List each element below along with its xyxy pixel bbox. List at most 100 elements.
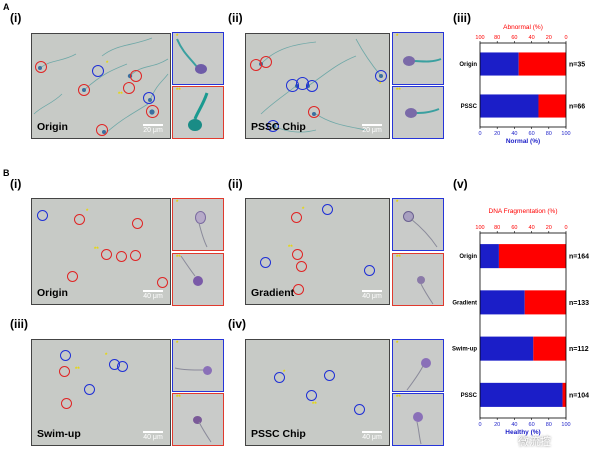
abnormal-sperm-marker <box>130 70 142 82</box>
category-label: Gradient <box>452 300 477 306</box>
sperm-head <box>193 276 203 286</box>
inset-star-marker: * <box>106 61 109 67</box>
top-tick-label: 80 <box>494 225 500 231</box>
count-label: n=164 <box>569 254 589 261</box>
bar-dna-fragmentation- <box>533 336 566 361</box>
inset-star-marker: ** <box>396 255 401 261</box>
abnormal-sperm-marker <box>116 251 127 262</box>
sperm-head <box>203 366 212 375</box>
micrograph-a-origin: * ** Origin 20 μm <box>31 33 171 139</box>
inset-star-marker: * <box>176 341 179 347</box>
normal-sperm-marker <box>60 350 71 361</box>
scale-bar: 20 μm <box>143 124 163 134</box>
inset-star-marker: ** <box>118 92 123 98</box>
panel-a-letter: A <box>3 2 10 12</box>
bar-healthy- <box>480 244 499 269</box>
abnormal-sperm-marker <box>67 271 78 282</box>
inset-abnormal-sperm: ** <box>172 393 224 446</box>
scale-bar-text: 40 μm <box>143 293 163 300</box>
watermark: 微流控 <box>518 436 551 448</box>
inset-star-marker: * <box>105 353 108 359</box>
panel-b-iii-label: (iii) <box>10 317 28 331</box>
bottom-tick-label: 100 <box>561 422 570 428</box>
normal-sperm-marker <box>92 65 104 77</box>
bar-healthy- <box>480 336 534 361</box>
top-tick-label: 20 <box>546 35 552 41</box>
panel-b-v-label: (v) <box>453 177 468 191</box>
scale-bar-text: 40 μm <box>362 293 382 300</box>
chart-title: Abnormal (%) <box>503 24 543 31</box>
scale-bar-text: 20 μm <box>362 127 382 134</box>
abnormal-sperm-marker <box>35 61 47 73</box>
image-label-pssc-a: PSSC Chip <box>251 121 306 133</box>
inset-normal-sperm: * <box>392 32 444 85</box>
top-tick-label: 60 <box>511 225 517 231</box>
image-label-swimup: Swim-up <box>37 428 81 440</box>
inset-star-marker: * <box>283 370 286 376</box>
scale-bar: 20 μm <box>362 124 382 134</box>
top-tick-label: 60 <box>511 35 517 41</box>
inset-star-marker: ** <box>176 255 181 261</box>
scale-bar: 40 μm <box>362 290 382 300</box>
scale-bar-text: 40 μm <box>143 434 163 441</box>
sperm-closeup <box>188 92 209 131</box>
normal-sperm-marker <box>143 92 155 104</box>
micrograph-b-origin: * ** Origin 40 μm <box>31 198 171 305</box>
scale-bar: 40 μm <box>143 290 163 300</box>
bottom-tick-label: 60 <box>529 131 535 137</box>
image-label-origin-a: Origin <box>37 121 68 133</box>
scale-bar: 40 μm <box>362 431 382 441</box>
abnormal-sperm-marker <box>260 56 272 68</box>
bar-normal- <box>480 94 539 118</box>
bottom-tick-label: 0 <box>478 131 481 137</box>
sperm-closeup <box>405 108 440 118</box>
sperm-closeup <box>180 255 196 277</box>
abnormal-sperm-marker <box>292 249 303 260</box>
category-label: PSSC <box>461 104 478 110</box>
normal-sperm-marker <box>84 384 95 395</box>
abnormal-sperm-marker <box>61 398 72 409</box>
sperm-closeup <box>416 421 422 445</box>
bottom-tick-label: 100 <box>561 131 570 137</box>
bottom-tick-label: 80 <box>546 131 552 137</box>
inset-star-marker: * <box>176 200 179 206</box>
top-tick-label: 80 <box>494 35 500 41</box>
sperm-closeup <box>198 222 208 248</box>
bar-dna-fragmentation- <box>562 382 566 407</box>
category-label: Origin <box>459 254 477 260</box>
abnormal-sperm-marker <box>308 106 320 118</box>
count-label: n=133 <box>569 300 589 307</box>
inset-star-marker: * <box>396 200 399 206</box>
image-label-gradient: Gradient <box>251 287 295 299</box>
image-label-pssc-b: PSSC Chip <box>251 428 306 440</box>
category-label: PSSC <box>461 393 478 399</box>
abnormal-sperm-marker <box>130 250 141 261</box>
micrograph-a-pssc: * PSSC Chip 20 μm <box>245 33 390 139</box>
panel-b-i-label: (i) <box>10 177 22 191</box>
abnormal-sperm-marker <box>132 218 143 229</box>
abnormal-sperm-marker <box>146 105 159 118</box>
inset-abnormal-sperm: * <box>172 198 224 251</box>
top-tick-label: 0 <box>564 225 567 231</box>
image-label-origin-b: Origin <box>37 287 68 299</box>
inset-star-marker: ** <box>176 395 181 401</box>
sperm-head <box>195 211 206 224</box>
abnormal-sperm-marker <box>78 84 90 96</box>
scale-bar: 40 μm <box>143 431 163 441</box>
category-label: Swim-up <box>452 347 477 353</box>
sperm-head <box>421 358 431 368</box>
plot-frame <box>479 42 567 128</box>
micrograph-b-swimup: * ** Swim-up 40 μm <box>31 339 171 446</box>
inset-abnormal-sperm: ** <box>172 86 224 139</box>
chart-xlabel: Healthy (%) <box>505 429 540 436</box>
inset-star-marker: ** <box>288 245 293 251</box>
sperm-closeup <box>420 283 434 305</box>
inset-star-marker: * <box>86 209 89 215</box>
bottom-tick-label: 80 <box>546 422 552 428</box>
sperm-head <box>193 416 202 424</box>
panel-b-ii-label: (ii) <box>228 177 243 191</box>
bottom-tick-label: 60 <box>529 422 535 428</box>
bar-normal- <box>480 52 519 76</box>
inset-normal-sperm: * <box>392 339 444 392</box>
inset-abnormal-sperm: ** <box>172 253 224 306</box>
